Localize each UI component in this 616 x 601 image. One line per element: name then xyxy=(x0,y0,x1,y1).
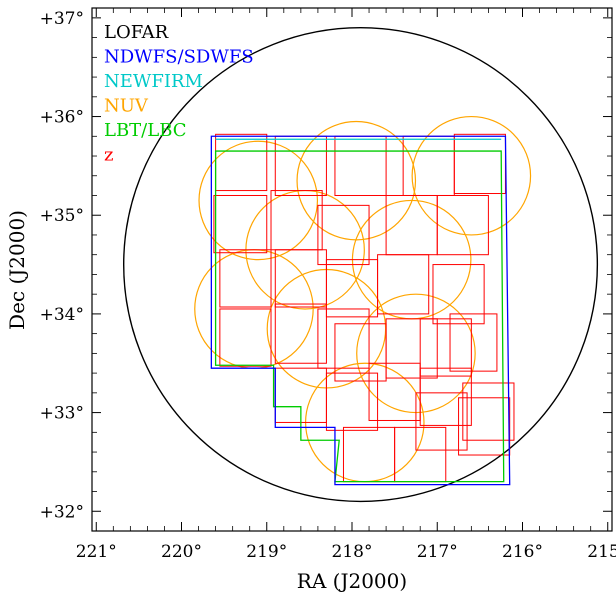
z-pointing-17 xyxy=(274,303,327,364)
z-pointing-30 xyxy=(415,392,468,451)
z-pointing-15 xyxy=(432,264,485,325)
nuv-tile-1 xyxy=(198,140,319,261)
legend-entry-z: z xyxy=(104,145,113,166)
z-pointing-26 xyxy=(419,367,472,426)
z-pointing-16 xyxy=(219,308,272,367)
z-pointing-5 xyxy=(453,133,506,195)
z-pointing-3 xyxy=(334,135,387,196)
z-pointing-20 xyxy=(385,318,438,379)
z-pointing-18 xyxy=(317,308,370,369)
legend-entry-lofar: LOFAR xyxy=(104,22,169,43)
z-pointing-6 xyxy=(213,194,268,254)
x-tick-label: 221° xyxy=(76,542,117,562)
tick-labels: 221° 220° 219° 218° 217° 216° 215° +32° +33° +34°… xyxy=(40,9,616,562)
z-pointing-1 xyxy=(215,133,268,192)
y-tick-label: +34° xyxy=(40,305,84,325)
z-pointing-4 xyxy=(402,135,455,196)
legend-entry-ndwfs-sdwfs: NDWFS/SDWFS xyxy=(104,47,254,68)
y-tick-label: +37° xyxy=(40,9,84,29)
y-tick-label: +35° xyxy=(40,206,84,226)
z-pointing-29 xyxy=(394,426,447,483)
nuv-tile-3 xyxy=(411,115,532,236)
z-pointing-21 xyxy=(419,318,472,377)
z-pointing-31 xyxy=(458,397,511,456)
x-tick-label: 215° xyxy=(587,542,616,562)
x-tick-label: 218° xyxy=(332,542,373,562)
legend-entry-newfirm: NEWFIRM xyxy=(104,71,203,92)
y-tick-label: +32° xyxy=(40,502,84,522)
z-pointing-24 xyxy=(325,372,379,431)
survey-footprints xyxy=(122,27,599,503)
legend-entry-nuv: NUV xyxy=(104,96,149,117)
z-pointing-10 xyxy=(436,194,489,256)
x-tick-label: 220° xyxy=(161,542,202,562)
z-pointing-2 xyxy=(274,135,327,196)
y-tick-label: +36° xyxy=(40,108,84,128)
x-tick-label: 216° xyxy=(502,542,543,562)
z-pointing-28 xyxy=(342,426,396,483)
z-pointing-11 xyxy=(219,249,272,308)
y-tick-label: +33° xyxy=(40,404,84,424)
x-axis-label: RA (J2000) xyxy=(297,569,407,593)
x-tick-label: 219° xyxy=(246,542,287,562)
ndwfs-sdwfs-footprint xyxy=(210,135,511,486)
y-axis-label: Dec (J2000) xyxy=(5,210,29,330)
z-pointing-14 xyxy=(377,254,430,315)
axis-ticks xyxy=(92,8,612,532)
z-pointing-27 xyxy=(462,382,515,441)
lofar-field-circle xyxy=(122,27,599,503)
z-pointing-12 xyxy=(274,249,327,308)
legend-entry-lbt-lbc: LBT/LBC xyxy=(104,120,187,141)
lbt-lbc-footprint xyxy=(214,150,505,483)
z-pointing-22 xyxy=(449,313,498,372)
z-pointing-8 xyxy=(317,204,370,266)
legend: LOFAR NDWFS/SDWFS NEWFIRM NUV LBT/LBC z xyxy=(104,22,254,166)
x-tick-label: 217° xyxy=(417,542,458,562)
z-pointing-9 xyxy=(385,194,438,256)
